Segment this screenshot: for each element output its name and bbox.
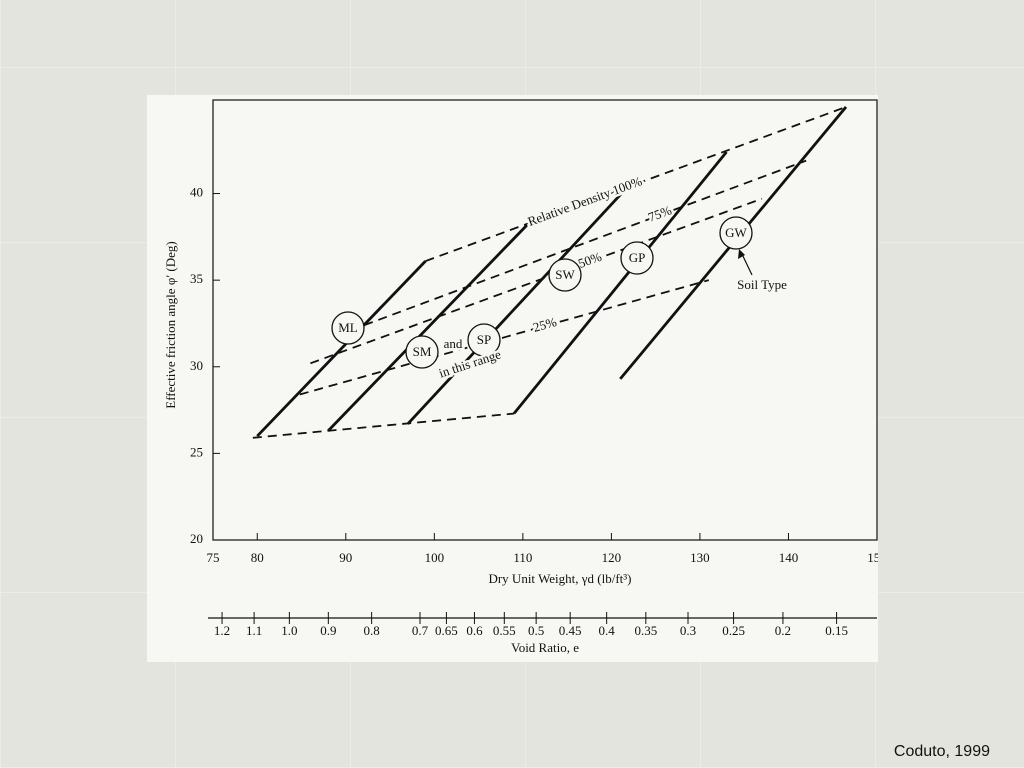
soil-line: [406, 189, 626, 425]
x2-tick-label: 0.7: [412, 623, 429, 638]
x2-tick-label: 1.1: [246, 623, 262, 638]
x-tick-label: 140: [779, 550, 799, 565]
x2-tick-label: 0.65: [435, 623, 458, 638]
x2-tick-label: 0.45: [559, 623, 582, 638]
soil-circle: [548, 258, 582, 292]
density-line: [252, 412, 515, 439]
x2-tick-label: 1.0: [281, 623, 297, 638]
x2-tick-label: 0.2: [775, 623, 791, 638]
x-tick-label: 100: [425, 550, 445, 565]
source: Coduto, 1999: [894, 743, 990, 760]
x2-tick-label: 0.3: [680, 623, 696, 638]
x2-tick-label: 0.5: [528, 623, 544, 638]
y-tick-label: 25: [190, 444, 203, 459]
x2-tick-label: 0.6: [466, 623, 483, 638]
soil-circle: [467, 323, 501, 357]
soil-label: GW: [725, 225, 747, 240]
soil-label: SP: [477, 332, 491, 347]
soil-circle: [719, 216, 753, 250]
figure-panel: [147, 95, 878, 662]
y-tick-label: 40: [190, 185, 203, 200]
x-tick-label: 120: [602, 550, 622, 565]
density-line: [349, 159, 807, 332]
x-tick-label: 130: [690, 550, 710, 565]
soil-label: SW: [555, 267, 575, 282]
y-tick-label: 30: [190, 358, 203, 373]
x2-tick-label: 0.8: [363, 623, 379, 638]
soil-line: [512, 151, 728, 415]
x2-tick-label: 0.35: [634, 623, 657, 638]
soil-circle: [331, 311, 365, 345]
soil-line: [256, 260, 427, 438]
soil-line: [327, 223, 529, 432]
x-tick-label: 90: [339, 550, 352, 565]
soil-label: and: [444, 336, 463, 351]
x-tick-label: 75: [207, 550, 220, 565]
y-tick-label: 20: [190, 531, 203, 546]
soil-label: Soil Type: [737, 277, 787, 292]
x2-tick-label: 0.55: [493, 623, 516, 638]
x-tick-label: 80: [251, 550, 264, 565]
x-tick-label: 110: [513, 550, 532, 565]
x2-tick-label: 1.2: [214, 623, 230, 638]
density-line: [299, 279, 710, 396]
density-line: [310, 197, 763, 365]
x2-tick-label: 0.15: [825, 623, 848, 638]
x2-tick-label: 0.9: [320, 623, 336, 638]
soil-label: ML: [338, 320, 358, 335]
soil-label: GP: [629, 250, 646, 265]
plot-frame: [212, 99, 878, 541]
soil-circle: [620, 241, 654, 275]
y-axis-title: Effective friction angle φ′ (Deg): [163, 241, 178, 408]
soil-label: SM: [413, 344, 432, 359]
arrow-head: [738, 249, 745, 259]
soil-circle: [405, 335, 439, 369]
y-tick-label: 35: [190, 271, 203, 286]
x2-axis-title: Void Ratio, e: [511, 640, 579, 655]
x-tick-label: 150: [867, 550, 887, 565]
x2-tick-label: 0.25: [722, 623, 745, 638]
x2-tick-label: 0.4: [599, 623, 616, 638]
x-axis-title: Dry Unit Weight, γd (lb/ft³): [488, 571, 631, 586]
